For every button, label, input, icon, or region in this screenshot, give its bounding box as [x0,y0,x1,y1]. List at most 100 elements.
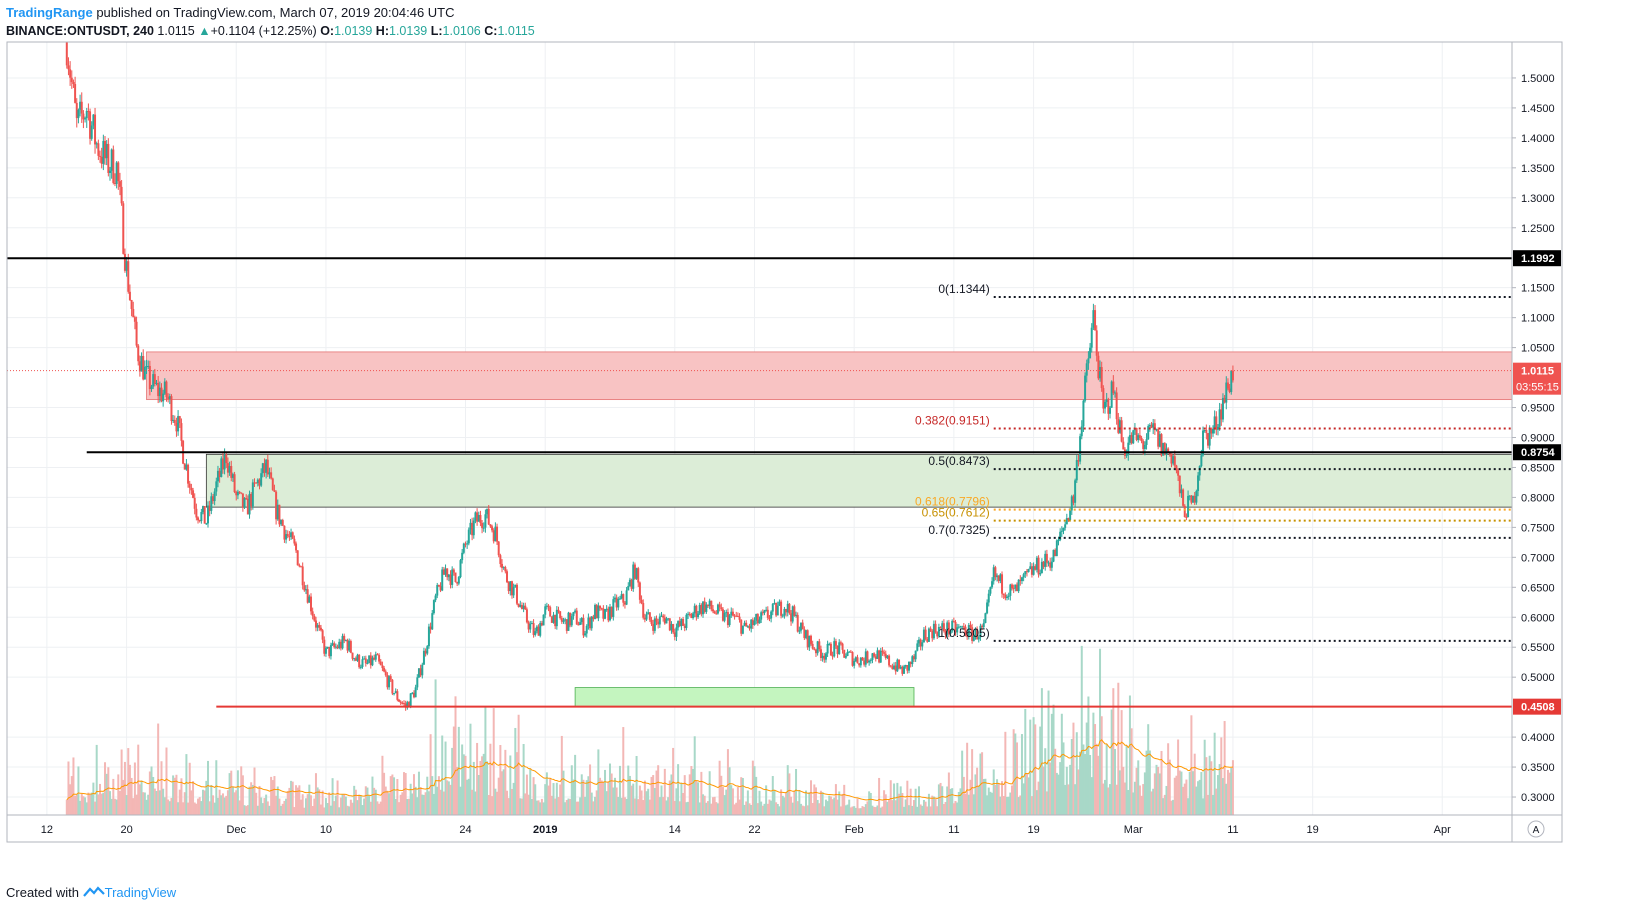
candle-body [871,653,874,660]
candle-body [834,641,837,646]
y-tick-label: 1.1000 [1521,313,1555,325]
volume-bar [648,799,651,815]
volume-bar [657,765,660,815]
candle-body [912,656,915,660]
candle-body [175,422,178,432]
candle-body [1117,419,1120,433]
candle-body [898,659,901,669]
volume-bar [369,801,372,815]
candle-body [623,602,626,605]
candle-body [1055,540,1058,557]
candle-body [1113,392,1116,394]
candle-body [271,478,274,491]
candle-body [549,607,552,617]
candle-body [261,463,264,474]
candle-body [1009,584,1012,596]
candle-body [132,309,135,318]
author-link[interactable]: TradingRange [6,5,93,20]
candle-body [283,525,286,540]
candle-body [1231,370,1234,381]
volume-bar [172,775,175,815]
volume-bar [801,805,804,815]
candle-body [238,491,241,493]
candle-body [1143,444,1146,450]
candle-body [373,657,376,660]
volume-bar [256,805,259,815]
candle-body [314,620,317,628]
candle-body [255,482,258,484]
volume-bar [1035,790,1038,815]
volume-bar [524,793,527,815]
volume-bar [506,790,509,815]
candle-body [818,641,821,650]
candle-body [962,626,965,628]
candle-body [775,602,778,616]
volume-bar [288,787,291,815]
volume-bar [1125,745,1128,815]
candle-body [113,182,116,184]
volume-bar [795,768,798,815]
candle-body [105,143,108,159]
candle-body [608,606,611,621]
tradingview-brand[interactable]: TradingView [104,885,177,900]
symbol-name[interactable]: BINANCE:ONTUSDT, 240 [6,24,154,38]
volume-bar [849,807,852,815]
candle-body [130,299,133,310]
candle-body [72,82,75,85]
candle-body [1025,571,1028,573]
candle-body [545,605,548,607]
fib-retracement[interactable]: 0(1.1344) 0.382(0.9151) 0.5(0.8473) 0.618(0… [915,282,1512,642]
volume-bar [132,798,135,815]
y-tick-label: 1.5000 [1521,73,1555,85]
y-tick-label: 0.7000 [1521,552,1555,564]
volume-bar [260,797,263,815]
volume-bar [1152,788,1155,815]
support-zone [205,453,1513,508]
candle-body [439,586,442,591]
candle-body [97,143,100,156]
volume-bar [251,784,254,815]
low-value: 1.0106 [442,24,481,38]
candle-body [328,646,331,657]
volume-bar [153,788,156,815]
candle-body [331,643,334,646]
volume-bar [612,787,615,815]
candle-body [147,365,150,367]
candle-body [446,568,449,578]
volume-bar [557,797,560,815]
volume-bar [1216,775,1219,815]
volume-bar [1185,779,1188,815]
candle-body [474,512,477,521]
price-chart[interactable]: 1.1992 0.8754 0.4508 1.0115 03:55:15 0(1.134… [0,0,1627,872]
candle-body [1170,453,1173,464]
volume-bar [829,796,832,815]
volume-bar [994,784,997,815]
candle-body [165,381,168,398]
volume-bar [756,803,759,815]
volume-bar [537,800,540,815]
volume-bar [1220,737,1223,815]
volume-bar [1142,784,1145,815]
volume-bar [851,806,854,815]
candle-body [484,514,487,528]
volume-bar [261,803,264,815]
candle-body [354,658,357,661]
candle-body [1190,495,1193,503]
volume-bar [1158,773,1161,815]
volume-bar [547,785,550,815]
candle-body [213,491,216,502]
volume-bar [594,796,597,815]
candle-body [1085,363,1088,376]
volume-bar [1077,769,1080,815]
candle-body [1218,409,1221,427]
volume-bar [150,766,153,815]
candle-body [127,261,130,292]
x-tick-label: 2019 [533,824,557,836]
volume-bar [1109,784,1112,815]
candle-body [647,612,650,615]
candle-body [265,459,268,473]
candle-body [467,529,470,544]
candle-body [346,640,349,651]
volume-bar [675,788,678,815]
candle-body [1127,442,1130,455]
